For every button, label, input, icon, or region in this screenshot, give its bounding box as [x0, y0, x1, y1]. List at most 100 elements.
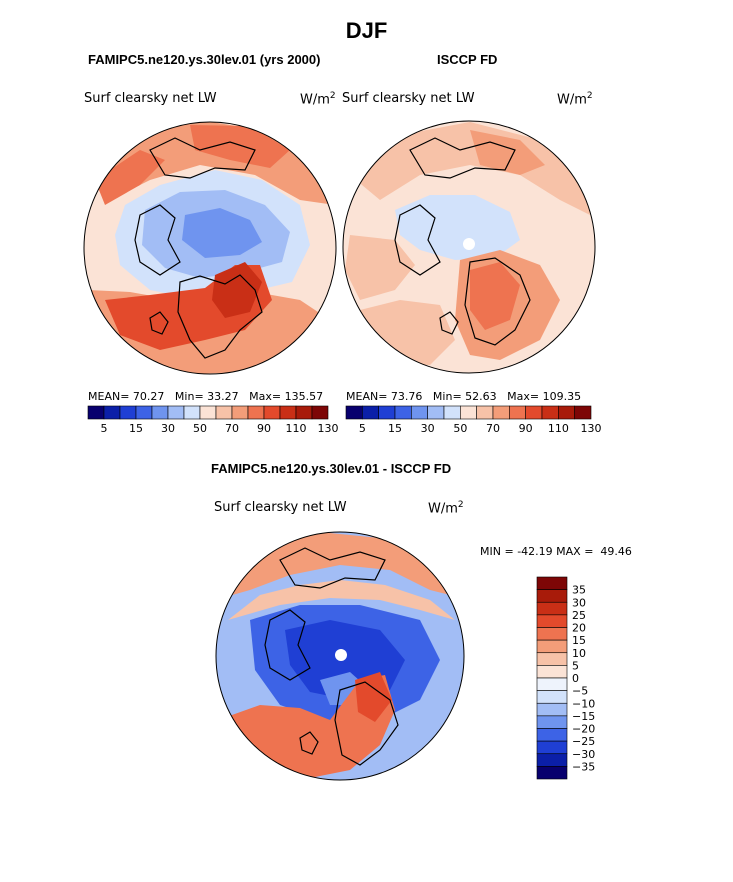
colorbar-tick-label: 90 — [257, 422, 271, 435]
colorbar-tick-label: 130 — [318, 422, 339, 435]
colorbar-cell — [427, 405, 445, 420]
panel2-units: W/m2 — [557, 91, 593, 108]
map2-field-orange-n — [470, 130, 545, 175]
colorbar-tick-label: 5 — [101, 422, 108, 435]
colorbar-tick-label: 130 — [581, 422, 602, 435]
panel2-stats: MEAN= 73.76 Min= 52.63 Max= 109.35 — [346, 390, 582, 403]
panel2-title: ISCCP FD — [437, 52, 498, 67]
map3-coast-uk — [299, 731, 319, 755]
colorbar-tick-label: −15 — [572, 710, 595, 723]
colorbar-tick-label: −20 — [572, 723, 595, 736]
panel1-stats: MEAN= 70.27 Min= 33.27 Max= 135.57 — [88, 390, 324, 403]
colorbar-cell — [536, 614, 568, 628]
colorbar-cell — [263, 405, 281, 420]
colorbar-tick-label: 5 — [359, 422, 366, 435]
colorbar-tick-label: 15 — [129, 422, 143, 435]
colorbar-panel2: 5 15 30 50 70 90 110 130 — [345, 405, 602, 435]
map2-field-blue — [395, 195, 520, 260]
page-title: DJF — [345, 18, 388, 43]
colorbar-cell — [378, 405, 396, 420]
colorbar-cell — [536, 766, 568, 780]
colorbar-tick-label: 15 — [572, 634, 586, 647]
panel3-variable: Surf clearsky net LW — [214, 500, 347, 515]
map2-coast-america — [409, 137, 516, 179]
colorbar-tick-label: 50 — [193, 422, 207, 435]
colorbar-cell — [345, 405, 363, 420]
map3-coast-eurasia — [334, 681, 399, 766]
map1-field-red-ne — [190, 125, 290, 168]
map2-coast-greenland — [394, 204, 441, 276]
colorbar-tick-label: −25 — [572, 735, 595, 748]
colorbar-cell — [574, 405, 592, 420]
map3-outline — [215, 531, 465, 781]
colorbar-tick-label: 25 — [572, 609, 586, 622]
colorbar-cell — [394, 405, 412, 420]
colorbar-cell — [231, 405, 249, 420]
colorbar-tick-label: 110 — [548, 422, 569, 435]
colorbar-tick-label: 10 — [572, 647, 586, 660]
colorbar-tick-label: −10 — [572, 697, 595, 710]
colorbar-tick-label: 20 — [572, 622, 586, 635]
colorbar-cell — [536, 589, 568, 603]
map-panel1 — [84, 122, 336, 374]
colorbar-cell — [536, 652, 568, 666]
map2-pole-marker — [463, 238, 475, 250]
colorbar-cell — [536, 665, 568, 679]
colorbar-tick-label: 90 — [519, 422, 533, 435]
colorbar-cell — [492, 405, 510, 420]
panel1-units: W/m2 — [300, 91, 336, 108]
map1-coast-greenland — [134, 204, 181, 276]
colorbar-tick-label: −5 — [572, 685, 588, 698]
colorbar-cell — [536, 702, 568, 717]
colorbar-tick-label: −30 — [572, 748, 595, 761]
map3-coast-greenland — [264, 609, 311, 681]
colorbar-cell — [558, 405, 575, 420]
colorbar-tick-label: 35 — [572, 584, 586, 597]
colorbar-cell — [87, 405, 105, 420]
colorbar-tick-label: 30 — [572, 596, 586, 609]
colorbar-tick-label: 30 — [161, 422, 175, 435]
colorbar-cell — [443, 405, 461, 420]
panel3-stats: MIN = -42.19 MAX = 49.46 — [480, 545, 632, 558]
colorbar-cell — [536, 576, 568, 590]
colorbar-tick-label: 70 — [225, 422, 239, 435]
colorbar-cell — [536, 753, 568, 767]
map1-outline — [83, 121, 337, 375]
colorbar-cell — [411, 405, 428, 420]
map2-field-peach-n — [350, 122, 590, 215]
colorbar-cell — [536, 715, 568, 729]
colorbar-cell — [311, 405, 329, 420]
colorbar-panel1: 5 15 30 50 70 90 110 130 — [87, 405, 339, 435]
panel1-variable: Surf clearsky net LW — [84, 91, 217, 106]
colorbar-cell — [525, 405, 543, 420]
colorbar-cell — [460, 405, 477, 420]
colorbar-cell — [183, 405, 201, 420]
panel3-title: FAMIPC5.ne120.ys.30lev.01 - ISCCP FD — [211, 461, 452, 476]
panel3-units: W/m2 — [428, 500, 464, 517]
colorbar-cell — [199, 405, 217, 420]
map1-coast-america — [149, 137, 256, 179]
colorbar-cell — [135, 405, 153, 420]
colorbar-cell — [536, 627, 568, 641]
map1-field-red-dark — [212, 262, 262, 318]
colorbar-cell — [536, 677, 568, 691]
colorbar-cell — [536, 728, 568, 742]
colorbar-cell — [103, 405, 121, 420]
map2-outline — [342, 120, 596, 374]
map1-field-blue-core — [182, 208, 262, 258]
colorbar-tick-label: 15 — [388, 422, 402, 435]
colorbar-cell — [279, 405, 297, 420]
colorbar-cell — [295, 405, 313, 420]
colorbar-cell — [536, 690, 568, 704]
colorbar-tick-label: 50 — [453, 422, 467, 435]
colorbar-cell — [247, 405, 265, 420]
colorbar-cell — [151, 405, 169, 420]
map3-pole-marker — [335, 649, 347, 661]
colorbar-tick-label: 5 — [572, 659, 579, 672]
colorbar-cell — [509, 405, 526, 420]
map1-coast-eurasia — [177, 274, 263, 359]
panel1-title: FAMIPC5.ne120.ys.30lev.01 (yrs 2000) — [88, 52, 321, 67]
map2-field-red-s — [470, 262, 520, 330]
colorbar-cell — [536, 740, 568, 755]
